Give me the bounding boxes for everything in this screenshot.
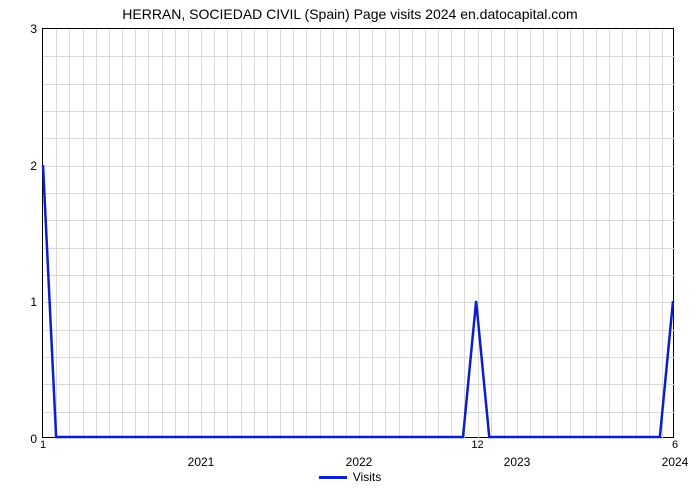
x-year-tick: 2022 (346, 455, 373, 469)
y-tick-label: 2 (30, 159, 37, 173)
legend-swatch (319, 476, 347, 479)
visits-line (43, 165, 673, 437)
x-year-tick: 2023 (504, 455, 531, 469)
series-line (43, 29, 673, 437)
y-tick-label: 1 (30, 295, 37, 309)
legend-label: Visits (353, 470, 381, 484)
legend: Visits (0, 470, 700, 484)
y-tick-label: 0 (30, 432, 37, 446)
x-value-tick: 6 (672, 439, 678, 451)
x-year-tick: 2024 (662, 455, 689, 469)
plot-area: 012311262021202220232024 (42, 28, 674, 438)
chart-container: HERRAN, SOCIEDAD CIVIL (Spain) Page visi… (0, 0, 700, 500)
x-value-tick: 12 (471, 439, 483, 451)
chart-title: HERRAN, SOCIEDAD CIVIL (Spain) Page visi… (0, 6, 700, 22)
y-tick-label: 3 (30, 22, 37, 36)
x-year-tick: 2021 (188, 455, 215, 469)
x-value-tick: 1 (40, 439, 46, 451)
